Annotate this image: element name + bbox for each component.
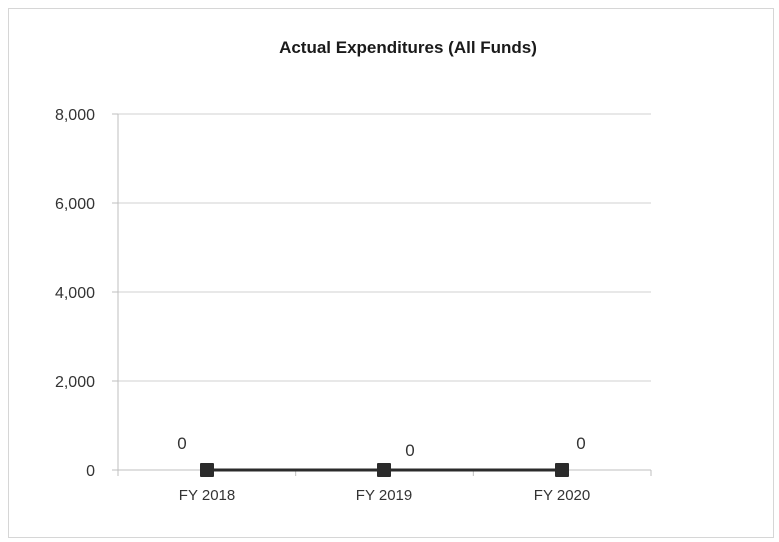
x-tick-label: FY 2020 [534,487,590,504]
data-point-marker [555,463,569,477]
data-label: 0 [576,434,585,453]
y-tick-label: 2,000 [55,374,95,391]
x-axis-tick-labels: FY 2018 FY 2019 FY 2020 [179,487,590,504]
series-layer [200,463,569,477]
y-tick-label: 8,000 [55,107,95,124]
y-tick-label: 0 [86,463,95,480]
data-label: 0 [177,434,186,453]
data-point-marker [200,463,214,477]
axes [112,113,652,476]
y-axis-tick-labels: 0 2,000 4,000 6,000 8,000 [55,107,95,480]
gridlines [118,113,651,382]
chart-title: Actual Expenditures (All Funds) [279,38,537,57]
x-tick-label: FY 2019 [356,487,412,504]
x-tick-label: FY 2018 [179,487,235,504]
chart-frame [8,8,774,538]
data-label: 0 [405,441,414,460]
y-tick-label: 4,000 [55,285,95,302]
data-point-marker [377,463,391,477]
y-tick-label: 6,000 [55,196,95,213]
data-labels: 0 0 0 [177,434,585,460]
